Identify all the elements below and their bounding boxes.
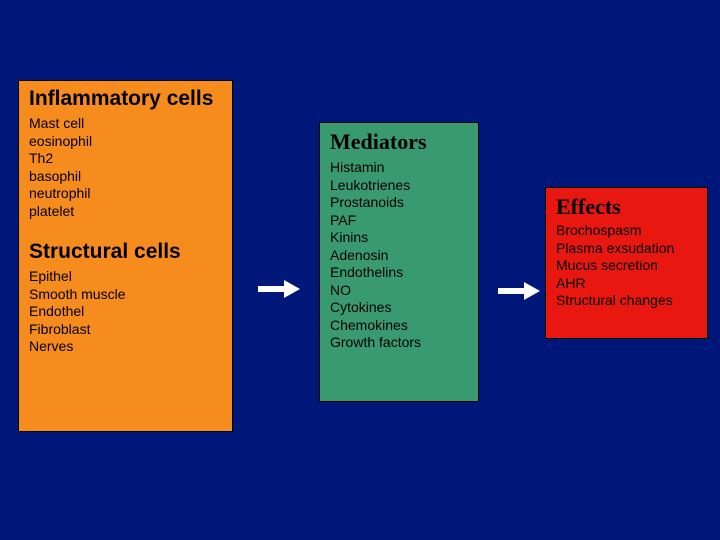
list-item: Fibroblast xyxy=(29,321,222,339)
effects-panel: Effects Brochospasm Plasma exsudation Mu… xyxy=(545,187,708,339)
list-item: Brochospasm xyxy=(556,222,697,240)
list-item: Cytokines xyxy=(330,299,468,317)
list-item: Endothelins xyxy=(330,264,468,282)
arrow-right-icon xyxy=(258,280,302,298)
list-item: Endothel xyxy=(29,303,222,321)
list-item: Plasma exsudation xyxy=(556,240,697,258)
list-item: neutrophil xyxy=(29,185,222,203)
list-item: Epithel xyxy=(29,268,222,286)
structural-cells-title: Structural cells xyxy=(29,240,222,264)
inflammatory-cells-title: Inflammatory cells xyxy=(29,87,222,111)
list-item: Structural changes xyxy=(556,292,697,310)
list-item: Kinins xyxy=(330,229,468,247)
list-item: NO xyxy=(330,282,468,300)
list-item: Smooth muscle xyxy=(29,286,222,304)
inflammatory-structural-panel: Inflammatory cells Mast cell eosinophil … xyxy=(18,80,233,432)
mediators-title: Mediators xyxy=(330,129,468,155)
list-item: Chemokines xyxy=(330,317,468,335)
list-item: Nerves xyxy=(29,338,222,356)
list-item: AHR xyxy=(556,275,697,293)
list-item: Mucus secretion xyxy=(556,257,697,275)
list-item: Histamin xyxy=(330,159,468,177)
effects-title: Effects xyxy=(556,194,697,220)
list-item: basophil xyxy=(29,168,222,186)
list-item: platelet xyxy=(29,203,222,221)
list-item: Th2 xyxy=(29,150,222,168)
list-item: Prostanoids xyxy=(330,194,468,212)
list-item: Leukotrienes xyxy=(330,177,468,195)
list-item: Mast cell xyxy=(29,115,222,133)
list-item: Adenosin xyxy=(330,247,468,265)
mediators-panel: Mediators Histamin Leukotrienes Prostano… xyxy=(319,122,479,402)
list-item: Growth factors xyxy=(330,334,468,352)
list-item: eosinophil xyxy=(29,133,222,151)
list-item: PAF xyxy=(330,212,468,230)
arrow-right-icon xyxy=(498,282,542,300)
